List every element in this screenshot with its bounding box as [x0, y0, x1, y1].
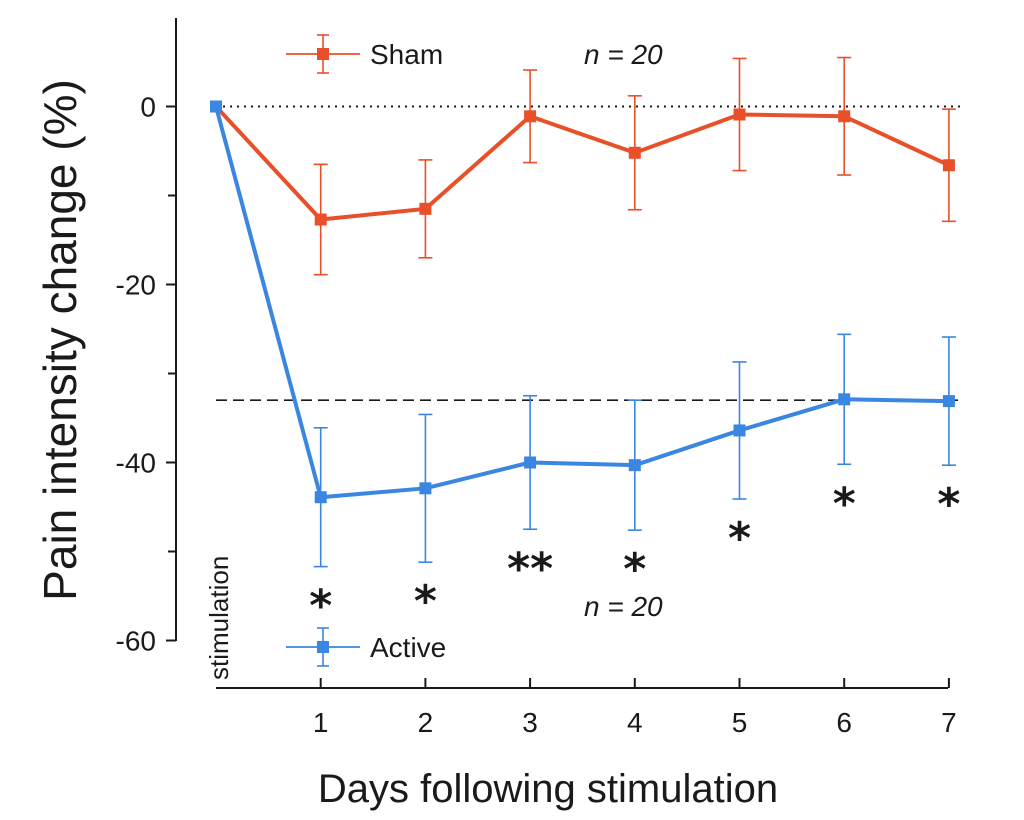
sample-size-label-active: n = 20: [584, 591, 663, 622]
data-point-active: [314, 491, 327, 504]
y-tick-label: 0: [140, 92, 156, 123]
series-line-sham: [214, 105, 950, 222]
x-tick-label: 7: [941, 707, 957, 738]
series-group: [210, 56, 956, 568]
x-axis-title: Days following stimulation: [318, 767, 778, 811]
data-point-sham: [314, 213, 327, 226]
significance-star: *: [623, 544, 646, 595]
y-axis-title: Pain intensity change (%): [34, 79, 86, 601]
data-point-active: [210, 100, 222, 113]
data-point-sham: [838, 110, 851, 123]
legend-label-active: Active: [370, 632, 446, 663]
legend-marker-active: [317, 641, 329, 653]
data-point-active: [733, 424, 746, 437]
reference-lines: [216, 105, 963, 402]
data-point-active: [524, 456, 537, 469]
x-tick-label: 5: [732, 707, 748, 738]
data-point-active: [942, 395, 955, 408]
legend-marker-sham: [317, 48, 329, 60]
data-point-sham: [419, 202, 432, 215]
significance-markers: * *** *** *: [309, 478, 960, 631]
significance-star: *: [309, 581, 332, 632]
data-point-sham: [733, 108, 746, 121]
data-point-active: [419, 482, 432, 495]
sample-size-label-sham: n = 20: [584, 39, 663, 70]
x-tick-label: 2: [418, 707, 434, 738]
x-ticks: 1 2 3 4 5 6 7: [313, 678, 957, 738]
x-tick-label: 6: [836, 707, 852, 738]
significance-star: *: [728, 513, 751, 564]
series-sham: [210, 56, 956, 276]
legend-label-sham: Sham: [370, 39, 443, 70]
y-tick-label: -40: [116, 448, 156, 479]
axes: [175, 18, 948, 689]
x-tick-label: 1: [313, 707, 329, 738]
data-point-sham: [628, 146, 641, 159]
significance-star: *: [414, 576, 437, 627]
legend-entry-active: Active n = 20: [286, 591, 663, 667]
data-point-sham: [524, 110, 537, 123]
data-point-sham: [942, 159, 955, 172]
x-tick-label: 4: [627, 707, 643, 738]
series-line-active: [214, 105, 949, 500]
significance-star: *: [833, 478, 856, 529]
legend-entry-sham: Sham n = 20: [286, 34, 663, 74]
x-tick-label: 3: [522, 707, 538, 738]
y-tick-label: -60: [116, 626, 156, 657]
significance-star: *: [937, 479, 960, 530]
y-ticks: 0 -20 -40 -60: [116, 92, 176, 657]
legend: Sham n = 20 Active n = 20: [286, 34, 663, 667]
y-tick-label: -20: [116, 270, 156, 301]
data-point-active: [838, 393, 851, 406]
series-active: [210, 100, 956, 568]
significance-star: **: [507, 543, 553, 594]
data-point-active: [628, 459, 641, 472]
stimulation-label: stimulation: [204, 556, 234, 680]
